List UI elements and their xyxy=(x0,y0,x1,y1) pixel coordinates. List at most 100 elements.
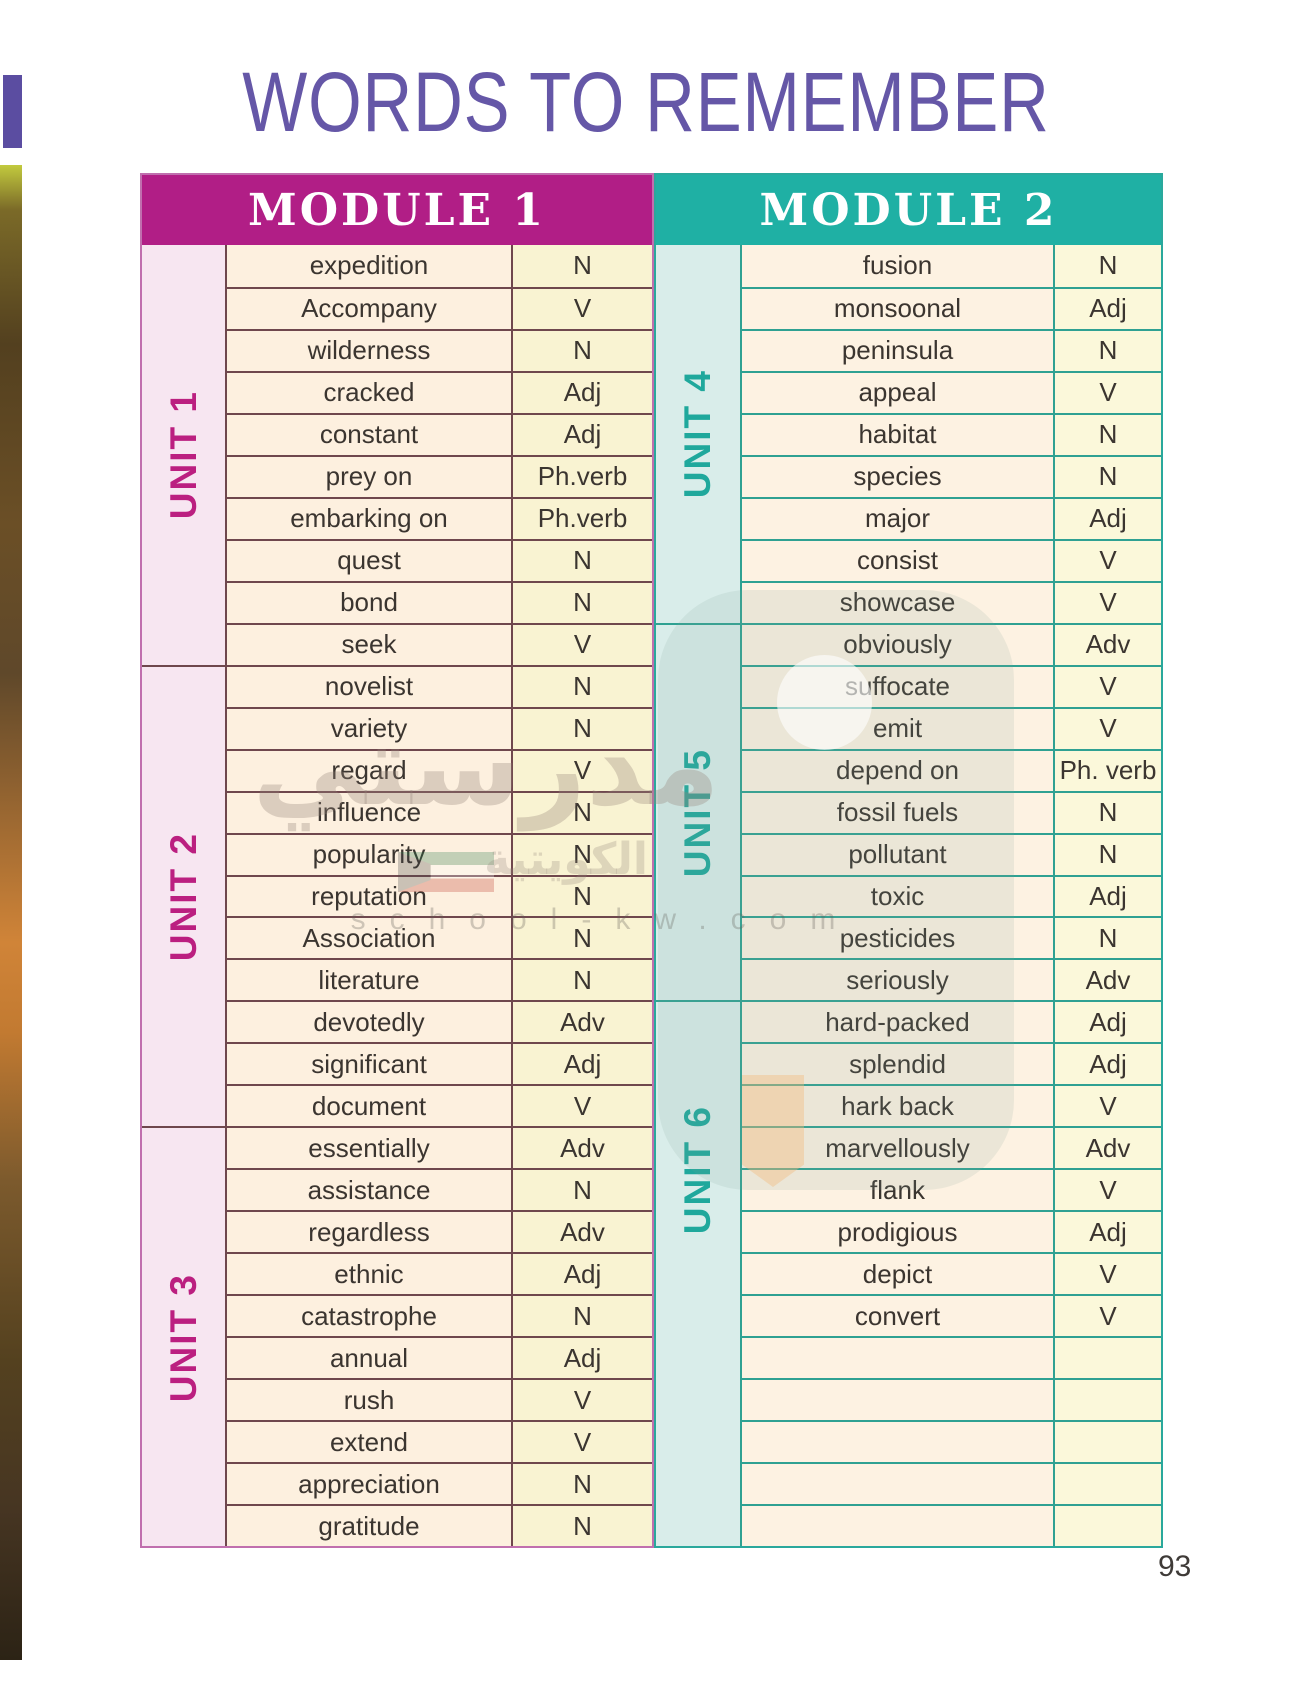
pos-cell: Ph.verb xyxy=(511,454,652,497)
word-cell: variety xyxy=(225,706,511,749)
word-cell: gratitude xyxy=(225,1504,511,1546)
word-cell: Association xyxy=(225,916,511,959)
pos-cell: Adj xyxy=(1053,1000,1161,1043)
pos-cell: V xyxy=(511,286,652,329)
pos-cell: V xyxy=(1053,370,1161,413)
pos-cell: N xyxy=(1053,790,1161,833)
pos-cell xyxy=(1053,1336,1161,1379)
word-cell: regard xyxy=(225,748,511,791)
pos-cell: N xyxy=(1053,832,1161,875)
module-2-header: MODULE 2 xyxy=(656,175,1161,245)
word-cell: consist xyxy=(740,538,1053,581)
pos-cell: N xyxy=(511,1294,652,1337)
module-1-header: MODULE 1 xyxy=(142,175,652,245)
pos-cell: Adv xyxy=(511,1000,652,1043)
pos-cell: N xyxy=(511,664,652,707)
word-cell: essentially xyxy=(225,1126,511,1169)
word-cell: Accompany xyxy=(225,286,511,329)
pos-cell: N xyxy=(511,1504,652,1546)
word-cell: embarking on xyxy=(225,496,511,539)
word-cell: document xyxy=(225,1084,511,1127)
pos-cell: Adj xyxy=(1053,1042,1161,1085)
word-cell: pesticides xyxy=(740,916,1053,959)
word-cell: constant xyxy=(225,412,511,455)
word-cell: showcase xyxy=(740,580,1053,623)
unit-label-text: UNIT 2 xyxy=(162,831,204,962)
word-cell xyxy=(740,1336,1053,1379)
word-cell: depict xyxy=(740,1252,1053,1295)
word-cell: expedition xyxy=(225,245,511,287)
pos-cell: V xyxy=(1053,1168,1161,1211)
pos-cell: V xyxy=(511,748,652,791)
pos-cell: Adj xyxy=(511,1336,652,1379)
word-cell xyxy=(740,1462,1053,1505)
word-cell: obviously xyxy=(740,622,1053,665)
pos-cell: Adj xyxy=(511,1252,652,1295)
word-cell: bond xyxy=(225,580,511,623)
word-cell: prodigious xyxy=(740,1210,1053,1253)
pos-cell: V xyxy=(1053,706,1161,749)
word-cell: hard-packed xyxy=(740,1000,1053,1043)
page-title: WORDS TO REMEMBER xyxy=(242,55,1050,149)
pos-cell: Adv xyxy=(1053,958,1161,1001)
pos-cell: N xyxy=(1053,454,1161,497)
pos-cell: N xyxy=(511,706,652,749)
pos-cell xyxy=(1053,1462,1161,1505)
unit-label-text: UNIT 1 xyxy=(162,390,204,520)
pos-cell: V xyxy=(1053,1294,1161,1337)
pos-cell: Adj xyxy=(1053,874,1161,917)
word-cell: habitat xyxy=(740,412,1053,455)
pos-cell: V xyxy=(1053,538,1161,581)
pos-cell: Adj xyxy=(1053,496,1161,539)
unit-label-unit-5: UNIT 5 xyxy=(656,622,740,1001)
pos-cell: N xyxy=(511,958,652,1001)
word-cell: annual xyxy=(225,1336,511,1379)
pos-cell: V xyxy=(1053,664,1161,707)
word-cell: depend on xyxy=(740,748,1053,791)
pos-cell: N xyxy=(1053,245,1161,287)
page-edge-photo-strip xyxy=(0,165,22,1660)
word-cell: significant xyxy=(225,1042,511,1085)
pos-cell: N xyxy=(1053,916,1161,959)
word-cell: suffocate xyxy=(740,664,1053,707)
unit-label-text: UNIT 5 xyxy=(677,747,718,878)
page-number: 93 xyxy=(1158,1550,1192,1583)
pos-cell: V xyxy=(1053,580,1161,623)
word-cell: prey on xyxy=(225,454,511,497)
word-cell: convert xyxy=(740,1294,1053,1337)
pos-cell: V xyxy=(511,1084,652,1127)
pos-cell: N xyxy=(511,1462,652,1505)
pos-cell: N xyxy=(511,538,652,581)
word-cell: seriously xyxy=(740,958,1053,1001)
unit-label-unit-1: UNIT 1 xyxy=(142,245,225,665)
unit-label-text: UNIT 6 xyxy=(677,1104,718,1234)
pos-cell xyxy=(1053,1504,1161,1546)
unit-label-text: UNIT 3 xyxy=(162,1272,204,1402)
pos-cell: N xyxy=(511,916,652,959)
word-cell: popularity xyxy=(225,832,511,875)
word-cell: species xyxy=(740,454,1053,497)
pos-cell: N xyxy=(511,580,652,623)
word-cell: fusion xyxy=(740,245,1053,287)
pos-cell: N xyxy=(1053,412,1161,455)
pos-cell: Ph. verb xyxy=(1053,748,1161,791)
pos-cell: Adv xyxy=(511,1126,652,1169)
word-cell: wilderness xyxy=(225,328,511,371)
pos-cell: N xyxy=(1053,328,1161,371)
pos-cell: Adj xyxy=(511,370,652,413)
word-cell: assistance xyxy=(225,1168,511,1211)
pos-cell: Adj xyxy=(511,1042,652,1085)
word-cell: monsoonal xyxy=(740,286,1053,329)
pos-cell: N xyxy=(511,832,652,875)
word-cell: fossil fuels xyxy=(740,790,1053,833)
word-cell: devotedly xyxy=(225,1000,511,1043)
word-cell: appeal xyxy=(740,370,1053,413)
pos-cell: V xyxy=(511,1378,652,1421)
unit-label-unit-3: UNIT 3 xyxy=(142,1126,225,1546)
pos-cell: N xyxy=(511,790,652,833)
word-cell: splendid xyxy=(740,1042,1053,1085)
